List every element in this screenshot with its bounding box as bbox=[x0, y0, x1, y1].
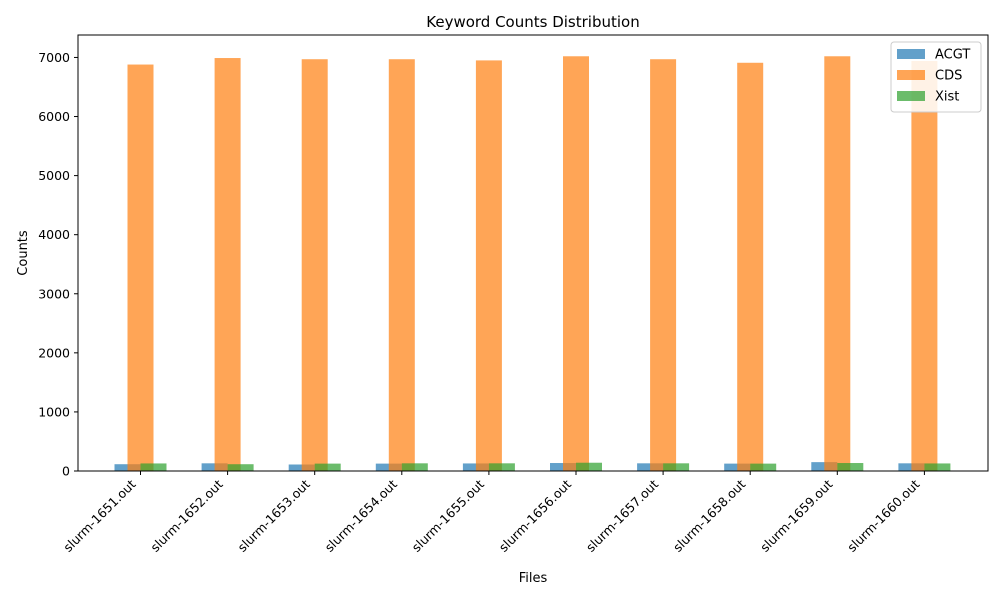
y-tick-label: 1000 bbox=[38, 404, 70, 419]
y-axis-title: Counts bbox=[16, 230, 31, 276]
bar-xist-1 bbox=[227, 464, 254, 471]
x-tick-label: slurm-1653.out bbox=[234, 476, 312, 554]
y-tick-label: 5000 bbox=[38, 168, 70, 183]
x-tick-label: slurm-1658.out bbox=[670, 476, 748, 554]
x-tick-label: slurm-1651.out bbox=[60, 476, 138, 554]
y-tick-label: 7000 bbox=[38, 50, 70, 65]
bar-xist-9 bbox=[924, 463, 951, 471]
legend-swatch-xist bbox=[897, 91, 925, 101]
x-tick-label: slurm-1659.out bbox=[757, 476, 835, 554]
bar-cds-4 bbox=[475, 60, 502, 472]
bar-cds-2 bbox=[301, 59, 328, 471]
legend-label-cds: CDS bbox=[935, 69, 962, 84]
bar-xist-3 bbox=[401, 463, 428, 471]
bar-xist-7 bbox=[750, 463, 777, 471]
legend-swatch-cds bbox=[897, 70, 925, 80]
bar-xist-0 bbox=[140, 463, 167, 471]
y-axis: 0 1000 2000 3000 4000 5000 6000 7000 bbox=[38, 50, 78, 479]
y-tick-label: 6000 bbox=[38, 109, 70, 124]
bar-cds-8 bbox=[824, 56, 851, 472]
x-axis: slurm-1651.out slurm-1652.out slurm-1653.o… bbox=[60, 471, 925, 555]
bar-xist-2 bbox=[314, 463, 341, 471]
bar-xist-6 bbox=[663, 463, 690, 471]
chart-title: Keyword Counts Distribution bbox=[426, 13, 639, 31]
legend-swatch-acgt bbox=[897, 49, 925, 59]
bar-xist-5 bbox=[576, 462, 602, 471]
y-tick-label: 2000 bbox=[38, 345, 70, 360]
bar-cds-1 bbox=[214, 58, 241, 471]
bars-group bbox=[114, 56, 951, 472]
plot-frame bbox=[77, 34, 989, 472]
x-tick-label: slurm-1657.out bbox=[583, 476, 661, 554]
x-tick-label: slurm-1655.out bbox=[409, 476, 487, 554]
x-tick-label: slurm-1652.out bbox=[147, 476, 225, 554]
x-axis-title: Files bbox=[519, 571, 548, 586]
x-tick-label: slurm-1656.out bbox=[496, 476, 574, 554]
y-tick-label: 4000 bbox=[38, 227, 70, 242]
bar-cds-7 bbox=[737, 62, 764, 472]
legend-label-acgt: ACGT bbox=[935, 48, 970, 63]
bar-cds-0 bbox=[127, 64, 154, 471]
legend-label-xist: Xist bbox=[935, 90, 959, 105]
y-tick-label: 3000 bbox=[38, 286, 70, 301]
legend: ACGT CDS Xist bbox=[890, 41, 982, 113]
x-tick-label: slurm-1660.out bbox=[844, 476, 922, 554]
bar-cds-9 bbox=[911, 60, 938, 472]
bar-xist-4 bbox=[488, 463, 515, 471]
bar-cds-3 bbox=[388, 59, 415, 471]
x-tick-label: slurm-1654.out bbox=[322, 476, 400, 554]
bar-cds-6 bbox=[650, 59, 677, 471]
y-tick-label: 0 bbox=[62, 464, 70, 479]
bar-cds-5 bbox=[563, 56, 589, 472]
bar-xist-8 bbox=[837, 463, 864, 471]
